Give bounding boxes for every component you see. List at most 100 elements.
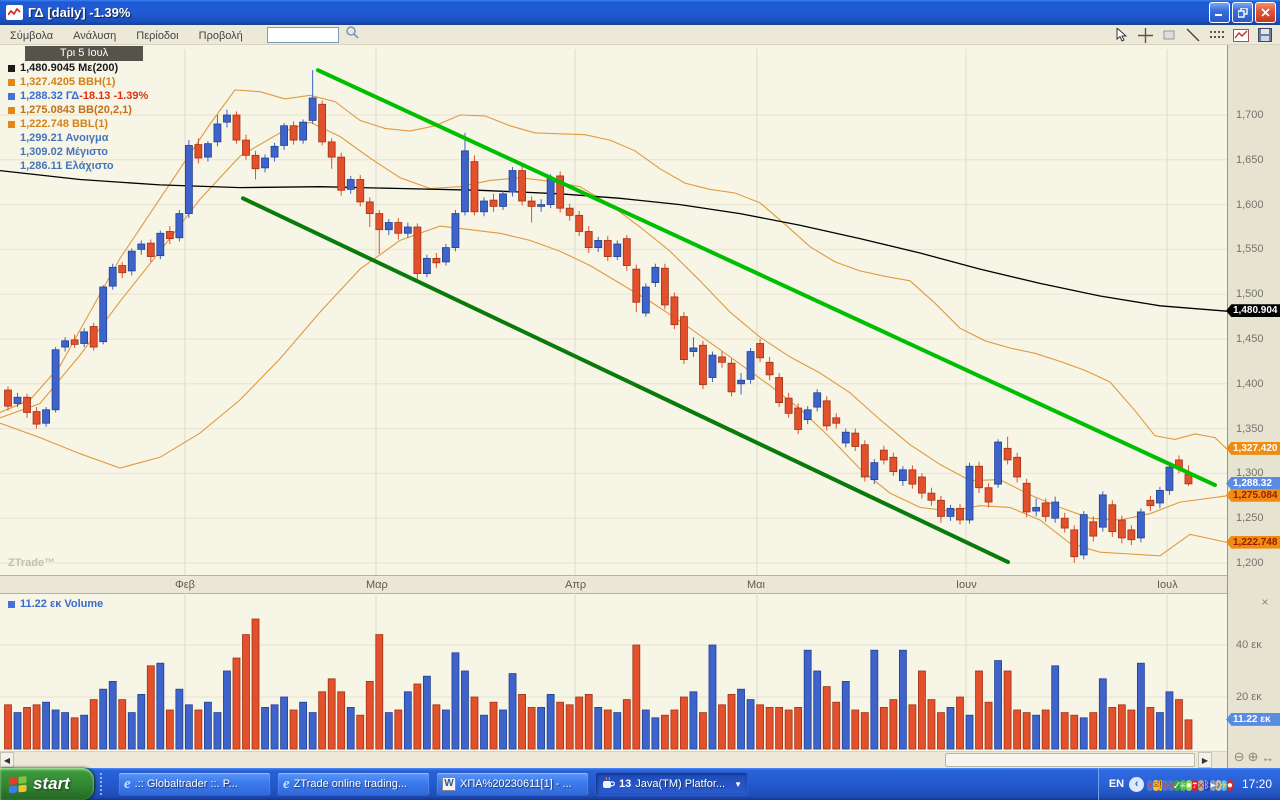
chart-scrollbar[interactable]: ◀ ▶ <box>0 751 1227 768</box>
price-tag: 1,480.904 <box>1226 304 1280 318</box>
rectangle-icon[interactable] <box>1160 27 1178 43</box>
y-axis-tick: 1,650 <box>1236 153 1264 166</box>
pointer-icon[interactable] <box>1112 27 1130 43</box>
crosshair-icon[interactable] <box>1136 27 1154 43</box>
minimize-button[interactable] <box>1209 2 1230 23</box>
bollinger-middle-band <box>0 121 1227 521</box>
fit-width-icon[interactable]: ↔ <box>1261 749 1275 765</box>
volume-legend: 11.22 εκ Volume <box>8 598 103 610</box>
hide-tray-icons-chevron[interactable]: ‹ <box>1129 776 1145 792</box>
legend-text: 1,286.11 Ελάχιστο <box>20 160 114 172</box>
save-icon[interactable] <box>1256 27 1274 43</box>
certificate-icon[interactable]: ✳ <box>1179 780 1186 791</box>
menu-item-Περίοδοι[interactable]: Περίοδοι <box>136 29 179 42</box>
price-chart-pane <box>0 45 1227 576</box>
security-shield-icon[interactable]: ! <box>1159 780 1162 791</box>
search-icon[interactable] <box>345 25 359 44</box>
network-offline-2-icon[interactable]: ✕ <box>1161 780 1168 791</box>
price-chart-canvas[interactable] <box>0 45 1227 576</box>
avira-umbrella-icon[interactable]: ☂ <box>1191 780 1198 791</box>
dotted-line-icon[interactable] <box>1208 27 1226 43</box>
java-coffee-icon <box>601 776 615 793</box>
menu-item-Σύμβολα[interactable]: Σύμβολα <box>10 29 54 42</box>
menu-item-Προβολή[interactable]: Προβολή <box>198 29 243 42</box>
menu-bar: Σύμβολα Ανάλυση Περίοδοι Προβολή <box>0 25 1280 45</box>
close-button[interactable] <box>1255 2 1276 23</box>
network-offline-3-icon[interactable]: ✕ <box>1167 780 1174 791</box>
zoom-out-icon[interactable]: ⊖ <box>1233 749 1245 764</box>
y-axis-tick: 1,600 <box>1236 198 1264 211</box>
scroll-left-arrow-icon[interactable]: ◀ <box>0 752 14 768</box>
language-indicator[interactable]: EN <box>1108 778 1125 790</box>
y-axis-tick: 1,700 <box>1236 109 1264 121</box>
messenger-bird-icon[interactable]: ✈ <box>1220 780 1227 791</box>
ma200-line <box>0 169 1227 312</box>
legend-row: 1,288.32 ΓΔ -18.13 -1.39% <box>8 89 148 103</box>
legend-row: 1,222.748 BBL(1) <box>8 117 148 131</box>
network-offline-icon[interactable]: ✕ <box>1147 780 1154 791</box>
legend-text: 1,222.748 BBL(1) <box>20 118 109 130</box>
volume-axis-tick: 20 εκ <box>1236 691 1262 703</box>
volume-series <box>4 618 1193 750</box>
volume-axis-tick: 40 εκ <box>1236 639 1262 651</box>
restore-button[interactable] <box>1232 2 1253 23</box>
app-chart-icon <box>6 5 23 20</box>
chart-icon[interactable] <box>1232 27 1250 43</box>
legend-swatch <box>8 120 15 128</box>
legend-change-text: -18.13 -1.39% <box>79 90 149 102</box>
month-label-Φεβ: Φεβ <box>175 579 196 591</box>
bollinger-lower-band <box>0 225 1227 557</box>
start-button[interactable]: start <box>0 768 94 800</box>
volume-pane-close-icon[interactable]: × <box>1261 595 1269 609</box>
price-tag: 1,275.084 <box>1226 488 1280 502</box>
mail-icon[interactable]: ✉ <box>1153 780 1160 791</box>
taskbar-clock[interactable]: 17:20 <box>1241 777 1272 791</box>
taskbar-task-3[interactable]: W ΧΠΑ%20230611[1] - ... <box>436 772 589 796</box>
legend-swatch <box>8 106 15 114</box>
volume-chart-canvas[interactable] <box>0 593 1227 751</box>
indicator-legend: 1,480.9045 Με(200) 1,327.4205 BBH(1) 1,288… <box>8 61 148 173</box>
wireless-error-icon[interactable]: ✕ <box>1197 780 1204 791</box>
launcher-rocket-icon[interactable]: ➤ <box>1209 780 1216 791</box>
taskbar-task-4[interactable]: 13 Java(TM) Platfor... ▼ <box>595 772 748 796</box>
trend-line-1 <box>316 68 1217 488</box>
bollinger-upper-band <box>0 89 1227 450</box>
volume-legend-text: 11.22 εκ Volume <box>20 598 104 610</box>
quick-launch-divider[interactable] <box>100 773 104 795</box>
volume-tag: 11.22 εκ <box>1226 712 1280 726</box>
legend-swatch <box>8 64 15 72</box>
y-axis-tick: 1,500 <box>1236 288 1264 301</box>
taskbar-task-2[interactable]: e ZTrade online trading... <box>277 772 430 796</box>
price-axis <box>1227 45 1280 768</box>
scrollbar-thumb[interactable] <box>945 753 1195 767</box>
y-axis-tick: 1,300 <box>1236 467 1264 480</box>
download-manager-icon[interactable]: ● <box>1226 780 1233 791</box>
bluetooth-icon[interactable]: ᛒ <box>1203 780 1210 791</box>
task-label: Java(TM) Platfor... <box>635 778 726 790</box>
legend-text: 1,288.32 ΓΔ <box>20 90 80 102</box>
legend-row: 1,480.9045 Με(200) <box>8 61 148 75</box>
menu-item-Ανάλυση[interactable]: Ανάλυση <box>73 29 117 42</box>
legend-row: 1,309.02 Μέγιστο <box>8 145 148 159</box>
zoom-controls: ⊖ ⊕ ↔ <box>1228 748 1280 766</box>
zoom-in-icon[interactable]: ⊕ <box>1247 749 1259 764</box>
internet-explorer-icon: e <box>283 776 290 792</box>
symbol-search-input[interactable] <box>266 26 339 43</box>
drawing-toolbar <box>1112 27 1274 43</box>
legend-row: 1,327.4205 BBH(1) <box>8 75 148 89</box>
taskbar-task-1[interactable]: e.:: Globaltrader ::. P... <box>118 772 271 796</box>
y-axis-tick: 1,350 <box>1236 422 1264 435</box>
leaf-icon[interactable]: ● <box>1185 780 1192 791</box>
y-axis-tick: 1,400 <box>1236 377 1264 390</box>
task-label: ZTrade online trading... <box>293 778 407 790</box>
legend-text: 1,480.9045 Με(200) <box>20 62 119 74</box>
volume-speaker-icon[interactable]: ♪ <box>1215 780 1221 791</box>
legend-text: 1,309.02 Μέγιστο <box>20 146 109 158</box>
trendline-icon[interactable] <box>1184 27 1202 43</box>
ztrade-watermark: ZTrade™ <box>8 557 56 569</box>
scroll-right-arrow-icon[interactable]: ▶ <box>1198 752 1212 768</box>
word-document-icon: W <box>442 777 456 791</box>
system-tray: EN ‹ ✕✉!✕✕✓✳●☂✕ᛒ➤♪✈● 17:20 <box>1097 768 1280 800</box>
sync-box-icon[interactable]: ✓ <box>1173 780 1180 791</box>
